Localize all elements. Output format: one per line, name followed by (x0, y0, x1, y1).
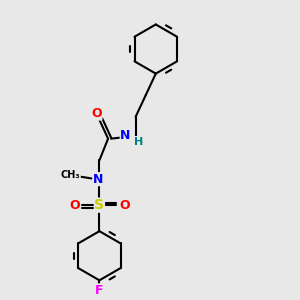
Text: N: N (120, 129, 130, 142)
Text: O: O (91, 107, 102, 120)
Text: S: S (94, 198, 104, 212)
Text: F: F (95, 284, 104, 297)
Text: O: O (69, 199, 80, 212)
Text: H: H (134, 136, 143, 146)
Text: N: N (93, 172, 103, 186)
Text: O: O (119, 199, 130, 212)
Text: CH₃: CH₃ (61, 170, 80, 180)
